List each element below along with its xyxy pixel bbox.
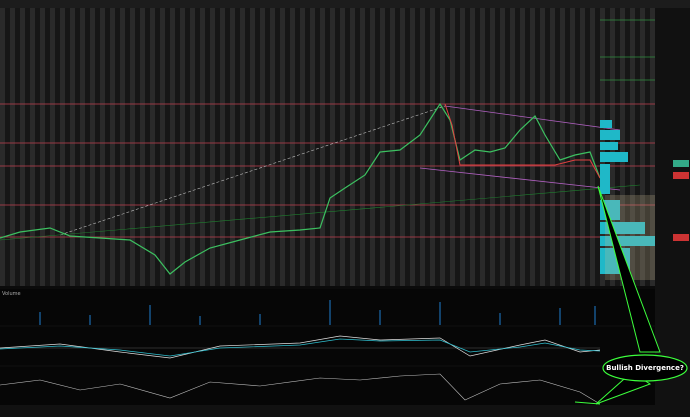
panel-label: Volume	[2, 291, 21, 297]
rsi-line	[0, 373, 601, 405]
price-line	[0, 102, 601, 275]
macd-panel	[0, 327, 655, 365]
trend-line	[59, 105, 446, 236]
price-tag	[673, 172, 689, 179]
time-axis	[0, 405, 690, 417]
volume-panel	[0, 289, 655, 325]
signal-line	[0, 338, 601, 357]
moving-average	[0, 184, 641, 241]
price-line-red	[444, 103, 601, 179]
rsi-panel	[0, 367, 655, 405]
header-bar	[0, 0, 690, 8]
price-axis	[655, 8, 690, 405]
price-tag	[673, 234, 689, 241]
trend-line	[419, 167, 621, 191]
callout-bubble	[602, 354, 688, 382]
price-tag	[673, 160, 689, 167]
fib-lines	[600, 19, 655, 81]
price-panel	[0, 8, 655, 286]
macd-line	[0, 335, 601, 359]
callout-pointer	[597, 185, 661, 353]
callout-text: Bullish Divergence?	[606, 364, 684, 372]
volume-bars	[39, 300, 596, 325]
